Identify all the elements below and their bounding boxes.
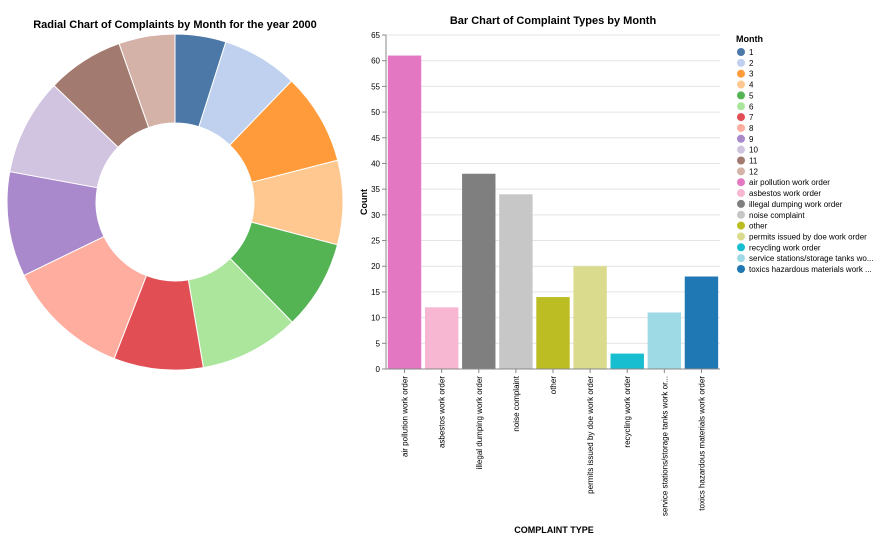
legend-title: Month: [736, 34, 763, 44]
y-tick-label: 60: [371, 57, 380, 66]
legend-swatch: [737, 232, 745, 241]
x-tick-label: recycling work order: [623, 376, 632, 448]
bar-chart: Bar Chart of Complaint Types by Month 0 5…: [359, 15, 720, 535]
legend-swatch: [737, 102, 745, 111]
bar-service-stations-storage-tanks-work-or: [647, 312, 682, 369]
legend-label: 3: [749, 70, 754, 79]
legend-swatch: [737, 156, 745, 165]
legend-swatch: [737, 123, 745, 132]
legend-label: illegal dumping work order: [749, 200, 843, 209]
y-tick-label: 10: [371, 314, 380, 323]
legend-label: other: [749, 222, 768, 231]
legend-label: 2: [749, 59, 754, 68]
legend-label: 1: [749, 48, 754, 57]
y-tick-label: 5: [376, 339, 381, 348]
legend-swatch: [737, 80, 745, 89]
radial-chart: Radial Chart of Complaints by Month for …: [6, 19, 344, 371]
legend-label: 5: [749, 91, 754, 100]
bar-asbestos-work-order: [424, 307, 459, 369]
bar-illegal-dumping-work-order: [462, 173, 496, 369]
bar-other: [536, 297, 570, 369]
x-tick-label: toxics hazardous materials work order: [697, 376, 706, 511]
y-tick-label: 35: [371, 185, 380, 194]
legend-label: 6: [749, 102, 754, 111]
x-tick-label: noise complaint: [512, 375, 521, 431]
legend-swatch: [737, 69, 745, 78]
legend-swatch: [737, 134, 745, 143]
legend-label: 8: [749, 124, 754, 133]
x-tick-label: illegal dumping work order: [475, 376, 484, 470]
legend-swatch: [737, 199, 745, 208]
legend-swatch: [737, 91, 745, 100]
y-tick-label: 20: [371, 262, 380, 271]
y-tick-label: 25: [371, 237, 380, 246]
x-tick-label: permits issued by doe work order: [586, 376, 595, 494]
x-tick-label: asbestos work order: [438, 376, 447, 448]
legend-label: permits issued by doe work order: [749, 232, 867, 241]
bar-air-pollution-work-order: [387, 55, 422, 370]
bar-chart-title: Bar Chart of Complaint Types by Month: [450, 15, 657, 27]
legend-swatch: [737, 254, 745, 263]
y-tick-label: 65: [371, 31, 380, 40]
legend-swatch: [737, 167, 745, 176]
y-axis-title: Count: [359, 189, 369, 215]
donut-slice-month-12: [118, 33, 176, 129]
x-tick-label: service stations/storage tanks work or..…: [660, 376, 669, 516]
legend-label: 12: [749, 167, 758, 176]
y-tick-label: 50: [371, 108, 380, 117]
legend-swatch: [737, 265, 745, 273]
y-tick-label: 55: [371, 82, 380, 91]
legend-label: toxics hazardous materials work ...: [749, 265, 872, 274]
bar-recycling-work-order: [610, 353, 644, 369]
legend-swatch: [737, 113, 745, 122]
legend-label: recycling work order: [749, 243, 821, 252]
legend-label: 4: [749, 81, 754, 90]
legend-swatch: [737, 221, 745, 230]
bars: [387, 55, 719, 370]
legend-label: 7: [749, 113, 754, 122]
legend-label: noise complaint: [749, 211, 805, 220]
y-tick-label: 45: [371, 134, 380, 143]
bar-toxics-hazardous-materials-work-order: [684, 276, 719, 369]
bar-permits-issued-by-doe-work-order: [573, 266, 607, 369]
x-axis-ticks: air pollution work order asbestos work or…: [401, 369, 706, 516]
legend-label: 9: [749, 135, 754, 144]
y-axis-ticks: 0 5 10 15 20 25 30 35 40 45 50 55 60 65: [371, 31, 386, 374]
x-tick-label: air pollution work order: [401, 376, 410, 457]
legend-label: 10: [749, 146, 758, 155]
legend-swatch: [737, 145, 745, 154]
legend-swatch: [737, 189, 745, 198]
radial-slices: [6, 33, 344, 371]
legend-label: 11: [749, 157, 758, 166]
legend-swatch: [737, 58, 745, 67]
radial-chart-title: Radial Chart of Complaints by Month for …: [33, 19, 317, 31]
legend-label: air pollution work order: [749, 178, 830, 187]
legend-label: service stations/storage tanks wo...: [749, 254, 874, 263]
x-tick-label: other: [549, 376, 558, 395]
legend-swatch: [737, 243, 745, 252]
y-tick-label: 15: [371, 288, 380, 297]
y-tick-label: 30: [371, 211, 380, 220]
x-axis-title: COMPLAINT TYPE: [514, 525, 594, 535]
legend-label: asbestos work order: [749, 189, 821, 198]
bar-noise-complaint: [499, 194, 533, 369]
legend-swatch: [737, 178, 745, 187]
y-tick-label: 40: [371, 159, 380, 168]
legend-swatch: [737, 48, 745, 56]
legend-swatch: [737, 210, 745, 219]
y-tick-label: 0: [376, 365, 381, 374]
